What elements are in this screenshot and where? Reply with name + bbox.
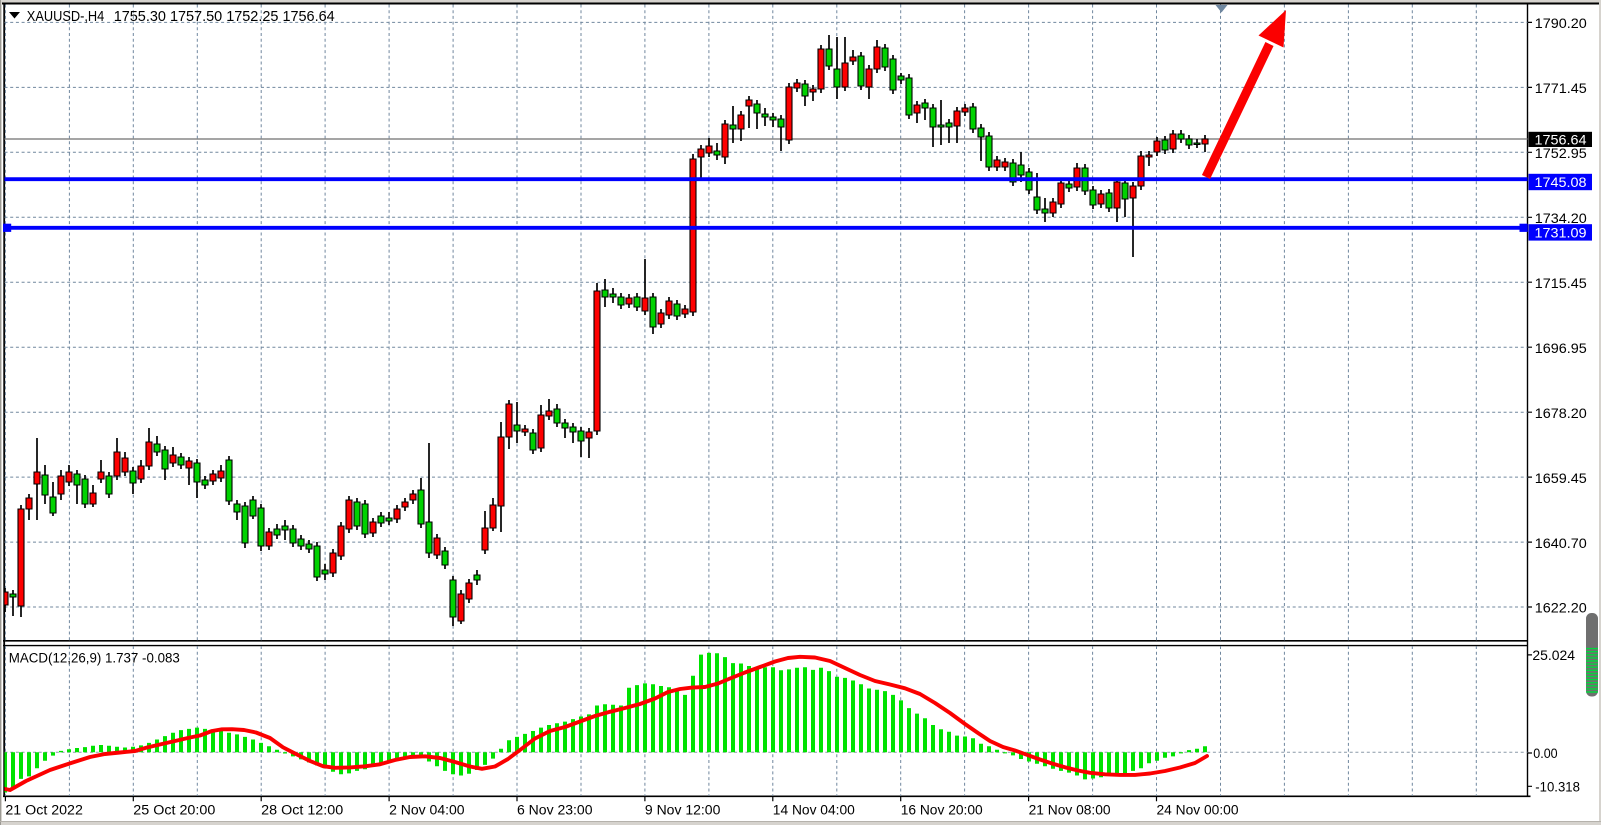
- svg-text:28 Oct 12:00: 28 Oct 12:00: [261, 803, 343, 819]
- svg-text:25.024: 25.024: [1532, 648, 1575, 664]
- svg-text:1745.08: 1745.08: [1535, 175, 1587, 191]
- svg-text:1752.95: 1752.95: [1535, 146, 1587, 162]
- svg-text:1790.20: 1790.20: [1535, 16, 1587, 32]
- svg-text:9 Nov 12:00: 9 Nov 12:00: [645, 803, 721, 819]
- svg-text:25 Oct 20:00: 25 Oct 20:00: [133, 803, 215, 819]
- svg-text:21 Oct 2022: 21 Oct 2022: [5, 803, 83, 819]
- svg-text:21 Nov 08:00: 21 Nov 08:00: [1029, 803, 1111, 819]
- svg-text:0.00: 0.00: [1533, 746, 1557, 762]
- svg-text:1696.95: 1696.95: [1535, 341, 1587, 357]
- svg-text:2 Nov 04:00: 2 Nov 04:00: [389, 803, 465, 819]
- svg-text:6 Nov 23:00: 6 Nov 23:00: [517, 803, 593, 819]
- svg-text:1756.64: 1756.64: [1535, 132, 1587, 148]
- svg-text:1715.45: 1715.45: [1535, 276, 1587, 292]
- svg-text:XAUUSD-,H4: XAUUSD-,H4: [27, 8, 105, 25]
- svg-text:1771.45: 1771.45: [1535, 81, 1587, 97]
- svg-text:1734.20: 1734.20: [1535, 211, 1587, 227]
- svg-text:1659.45: 1659.45: [1535, 471, 1587, 487]
- svg-text:1622.20: 1622.20: [1535, 601, 1587, 617]
- svg-text:1731.09: 1731.09: [1535, 226, 1587, 242]
- svg-text:1640.70: 1640.70: [1535, 536, 1587, 552]
- svg-text:16 Nov 20:00: 16 Nov 20:00: [901, 803, 983, 819]
- svg-text:24 Nov 00:00: 24 Nov 00:00: [1157, 803, 1239, 819]
- svg-text:-10.318: -10.318: [1535, 780, 1580, 796]
- svg-text:MACD(12,26,9) 1.737 -0.083: MACD(12,26,9) 1.737 -0.083: [9, 651, 180, 667]
- svg-text:14 Nov 04:00: 14 Nov 04:00: [773, 803, 855, 819]
- svg-text:1678.20: 1678.20: [1535, 406, 1587, 422]
- svg-text:1755.30 1757.50 1752.25 1756.6: 1755.30 1757.50 1752.25 1756.64: [114, 8, 335, 25]
